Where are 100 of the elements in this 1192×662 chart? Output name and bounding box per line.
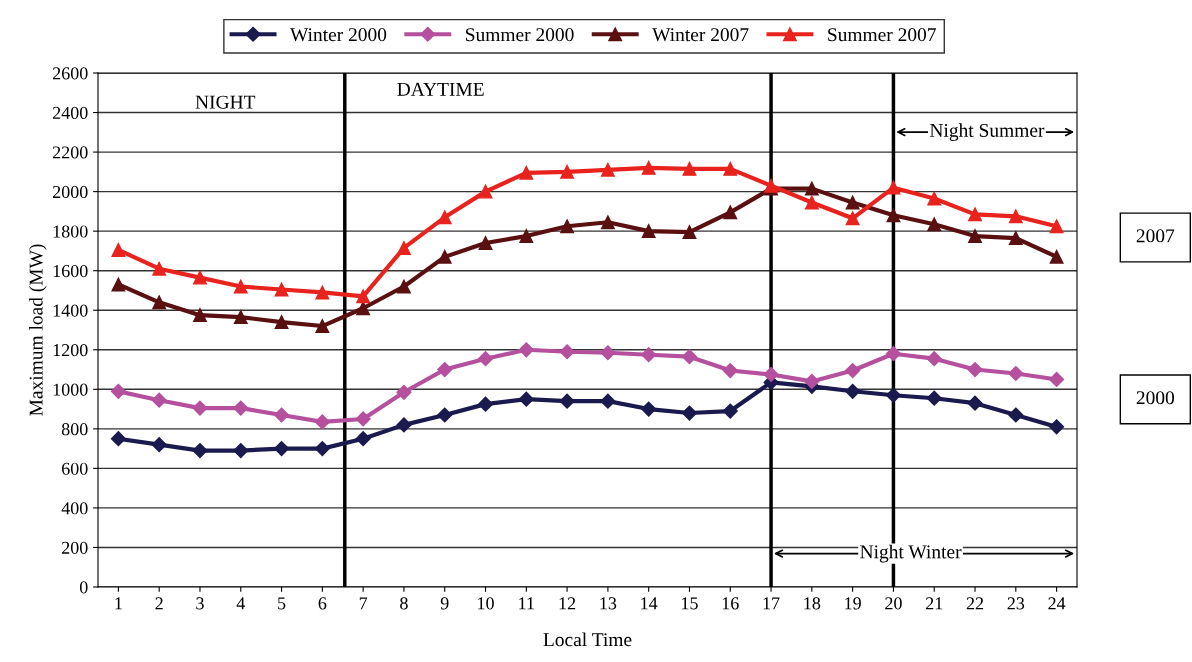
- point: [967, 395, 983, 411]
- y-tick-label: 800: [61, 423, 88, 436]
- x-tick-label: 21: [925, 597, 943, 610]
- annotation: NIGHT: [195, 95, 256, 109]
- point: [1049, 219, 1064, 234]
- annotation: DAYTIME: [397, 82, 484, 96]
- point: [927, 191, 942, 206]
- point: [193, 308, 207, 323]
- legend-label: Winter 2000: [290, 28, 387, 42]
- point: [233, 443, 249, 459]
- point: [274, 315, 289, 330]
- x-tick-label: 4: [236, 597, 245, 610]
- annotation: Night Summer: [929, 123, 1045, 141]
- x-tick-label: 2: [155, 597, 163, 610]
- point: [477, 396, 494, 412]
- point: [600, 215, 615, 230]
- point: [315, 285, 330, 300]
- x-tick-label: 15: [682, 597, 698, 610]
- point: [845, 362, 861, 379]
- point: [600, 162, 615, 177]
- y-tick-label: 2400: [52, 106, 88, 119]
- point: [1008, 231, 1023, 246]
- point: [1049, 419, 1065, 435]
- point: [396, 384, 412, 400]
- point: [1008, 209, 1023, 224]
- point: [1049, 249, 1064, 264]
- point: [804, 373, 820, 389]
- point: [314, 414, 330, 430]
- point: [273, 407, 290, 423]
- y-axis-title: Maximum load (MW): [28, 244, 47, 416]
- x-tick-label: 13: [600, 597, 617, 610]
- point: [681, 405, 698, 421]
- point: [396, 279, 411, 294]
- legend-label: Winter 2007: [652, 28, 749, 42]
- x-tick-label: 20: [885, 597, 902, 610]
- x-tick-label: 6: [318, 597, 327, 610]
- point: [519, 165, 534, 180]
- x-tick-label: 19: [845, 597, 861, 610]
- x-tick-label: 12: [559, 597, 576, 610]
- point: [886, 180, 901, 195]
- point: [478, 236, 493, 250]
- point: [763, 366, 779, 383]
- x-tick-label: 8: [400, 597, 408, 610]
- point: [722, 403, 738, 419]
- x-tick-label: 24: [1048, 597, 1066, 610]
- point: [641, 401, 657, 417]
- x-tick-label: 3: [196, 597, 204, 610]
- point: [885, 346, 902, 362]
- point: [273, 441, 290, 457]
- y-tick-label: 0: [79, 581, 88, 594]
- point: [926, 351, 942, 367]
- x-tick-label: 10: [478, 597, 494, 610]
- point: [233, 279, 248, 294]
- point: [1008, 365, 1024, 382]
- point: [723, 205, 738, 220]
- x-tick-label: 1: [115, 597, 122, 610]
- point: [927, 217, 942, 232]
- point: [600, 393, 616, 409]
- point: [968, 229, 982, 244]
- point: [193, 270, 207, 285]
- point: [355, 411, 371, 427]
- point: [560, 164, 575, 179]
- point: [314, 441, 330, 457]
- annotation: Night Winter: [860, 544, 962, 563]
- point: [518, 391, 534, 407]
- y-tick-label: 2000: [52, 185, 88, 199]
- point: [437, 210, 452, 225]
- y-tick-label: 200: [61, 541, 88, 554]
- point: [681, 349, 698, 365]
- point: [926, 390, 942, 406]
- y-tick-label: 1000: [53, 383, 88, 396]
- point: [111, 277, 126, 292]
- point: [560, 219, 575, 234]
- point: [845, 211, 860, 226]
- point: [356, 289, 371, 304]
- point: [559, 344, 575, 360]
- point: [641, 224, 656, 239]
- x-tick-label: 23: [1007, 597, 1025, 610]
- point: [152, 295, 167, 310]
- legend-label: Summer 2000: [466, 28, 574, 42]
- point: [110, 383, 126, 399]
- point: [968, 207, 982, 222]
- x-tick-label: 14: [641, 597, 658, 610]
- x-tick-label: 22: [966, 597, 984, 610]
- point: [682, 161, 697, 176]
- point: [233, 310, 248, 325]
- text: 2000: [1136, 391, 1175, 405]
- x-axis-title: Local Time: [543, 632, 632, 647]
- point: [804, 195, 819, 210]
- y-tick-label: 1200: [53, 344, 88, 357]
- point: [723, 161, 738, 176]
- y-tick-label: 2200: [52, 146, 88, 159]
- point: [559, 393, 575, 409]
- point: [519, 229, 534, 244]
- x-tick-label: 11: [519, 597, 534, 610]
- y-tick-label: 2600: [52, 67, 88, 80]
- point: [111, 242, 126, 257]
- x-tick-label: 17: [763, 597, 780, 610]
- point: [967, 361, 983, 378]
- point: [641, 347, 657, 363]
